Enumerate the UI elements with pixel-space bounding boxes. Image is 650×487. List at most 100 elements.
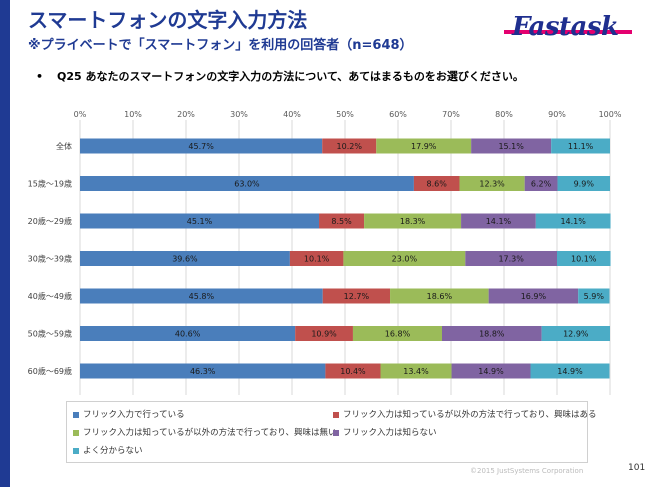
x-tick-label: 0%: [74, 110, 87, 119]
left-accent-bar: [0, 0, 10, 487]
x-tick-label: 10%: [124, 110, 142, 119]
bar-segment: [535, 213, 611, 229]
legend-swatch: [333, 429, 339, 436]
bar-segment: [322, 138, 377, 154]
data-label: 18.8%: [479, 330, 505, 339]
category-label: 30歳～39歳: [28, 254, 72, 264]
x-tick-label: 90%: [548, 110, 566, 119]
bar-segment: [451, 363, 531, 379]
x-tick-label: 40%: [283, 110, 301, 119]
page-title: スマートフォンの文字入力方法: [28, 8, 308, 32]
x-tick-label: 70%: [442, 110, 460, 119]
page-subtitle: ※プライベートで「スマートフォン」を利用の回答者（n=648）: [28, 38, 413, 53]
question-text: • Q25 あなたのスマートフォンの文字入力の方法について、あてはまるものをお選び…: [36, 68, 524, 84]
category-label: 50歳～59歳: [28, 329, 72, 339]
category-label: 20歳～29歳: [28, 216, 72, 226]
bar-segment: [80, 213, 320, 229]
bar-segment: [488, 288, 579, 304]
data-label: 17.3%: [498, 255, 524, 264]
data-label: 45.7%: [188, 142, 214, 151]
category-label: 40歳～49歳: [28, 291, 72, 301]
chart-legend: フリック入力で行っているフリック入力は知っているが以外の方法で行っており、興味は…: [66, 401, 597, 463]
x-tick-label: 30%: [230, 110, 248, 119]
legend-swatch: [73, 411, 79, 418]
bar-segment: [530, 363, 610, 379]
bar-segment: [459, 176, 525, 191]
data-label: 10.2%: [337, 142, 363, 151]
legend-label: フリック入力は知っているが以外の方法で行っており、興味はある: [343, 410, 597, 420]
data-label: 10.1%: [571, 255, 597, 264]
legend-item: よく分からない: [73, 444, 143, 456]
copyright-text: ©2015 JustSystems Corporation: [470, 467, 584, 475]
x-tick-label: 80%: [495, 110, 513, 119]
category-label: 15歳～19歳: [28, 179, 72, 189]
legend-label: よく分からない: [83, 446, 143, 456]
bar-segment: [352, 326, 442, 341]
bar-segment: [80, 363, 326, 379]
data-label: 12.3%: [479, 180, 505, 189]
bar-segment: [524, 176, 558, 191]
legend-label: フリック入力で行っている: [83, 410, 185, 420]
data-label: 12.7%: [344, 292, 370, 301]
bar-segment: [541, 326, 610, 341]
legend-item: フリック入力は知らない: [333, 426, 437, 438]
data-label: 16.9%: [521, 292, 547, 301]
legend-label: フリック入力は知っているが以外の方法で行っており、興味は無い: [83, 428, 337, 438]
bar-segment: [80, 251, 290, 266]
bar-segment: [551, 138, 610, 154]
legend-item: フリック入力は知っているが以外の方法で行っており、興味は無い: [73, 426, 337, 438]
data-label: 14.9%: [478, 367, 504, 376]
data-label: 5.9%: [584, 292, 605, 301]
data-label: 14.9%: [557, 367, 583, 376]
data-label: 6.2%: [531, 180, 552, 189]
bar-segment: [557, 251, 611, 266]
data-label: 16.8%: [385, 330, 411, 339]
bar-segment: [441, 326, 542, 341]
category-label: 60歳～69歳: [28, 366, 72, 376]
bar-segment: [289, 251, 344, 266]
bar-segment: [322, 288, 391, 304]
data-label: 63.0%: [234, 180, 260, 189]
bar-segment: [578, 288, 610, 304]
bar-segment: [465, 251, 557, 266]
legend-item: フリック入力は知っているが以外の方法で行っており、興味はある: [333, 408, 597, 420]
data-label: 40.6%: [175, 330, 201, 339]
data-label: 46.3%: [190, 367, 216, 376]
bar-segment: [471, 138, 552, 154]
data-label: 39.6%: [172, 255, 198, 264]
data-label: 13.4%: [403, 367, 429, 376]
data-label: 15.1%: [498, 142, 524, 151]
data-label: 18.3%: [400, 217, 426, 226]
legend-item: フリック入力で行っている: [73, 408, 185, 420]
data-label: 18.6%: [427, 292, 453, 301]
bar-segment: [80, 288, 323, 304]
bar-segment: [380, 363, 452, 379]
bar-segment: [319, 213, 365, 229]
stacked-bar-chart: 0% 10% 20% 30% 40% 50% 60% 70% 80% 90% 100% 全体 45.7%…: [28, 110, 622, 395]
legend-swatch: [333, 411, 339, 418]
logo-text: Fastask: [512, 12, 619, 42]
bar-segment: [80, 176, 414, 191]
legend-label: フリック入力は知らない: [343, 428, 437, 438]
bar-segment: [364, 213, 462, 229]
bar-segment: [325, 363, 381, 379]
question-label: Q25 あなたのスマートフォンの文字入力の方法について、あてはまるものをお選びく…: [57, 70, 524, 83]
bar-segment: [413, 176, 460, 191]
data-label: 10.9%: [311, 330, 337, 339]
bar-segment: [80, 138, 323, 154]
data-label: 8.6%: [427, 180, 448, 189]
legend-swatch: [73, 429, 79, 436]
legend-swatch: [73, 447, 79, 454]
logo-underline: [504, 30, 632, 34]
x-tick-label: 20%: [177, 110, 195, 119]
data-label: 14.1%: [560, 217, 586, 226]
bar-segment: [376, 138, 472, 154]
data-label: 12.9%: [563, 330, 589, 339]
bar-segment: [390, 288, 489, 304]
data-label: 45.8%: [189, 292, 215, 301]
data-label: 23.0%: [392, 255, 418, 264]
brand-logo: Fastask: [504, 12, 632, 48]
data-label: 10.1%: [304, 255, 330, 264]
x-tick-label: 100%: [599, 110, 622, 119]
bar-segment: [80, 326, 296, 341]
